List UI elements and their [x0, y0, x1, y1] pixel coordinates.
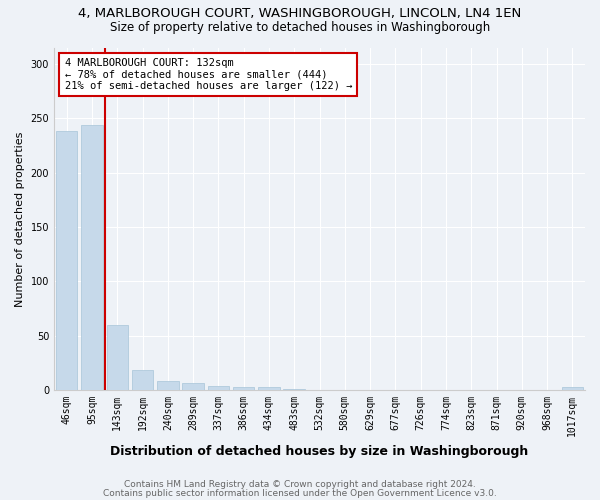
Text: 4 MARLBOROUGH COURT: 132sqm
← 78% of detached houses are smaller (444)
21% of se: 4 MARLBOROUGH COURT: 132sqm ← 78% of det… [65, 58, 352, 91]
X-axis label: Distribution of detached houses by size in Washingborough: Distribution of detached houses by size … [110, 444, 529, 458]
Bar [258, 387, 280, 390]
Y-axis label: Number of detached properties: Number of detached properties [15, 131, 25, 306]
Bar [81, 124, 103, 390]
Bar [157, 382, 179, 390]
Bar [107, 325, 128, 390]
Bar [56, 132, 77, 390]
Bar [283, 389, 305, 390]
Bar [182, 382, 204, 390]
Bar [562, 387, 583, 390]
Text: Size of property relative to detached houses in Washingborough: Size of property relative to detached ho… [110, 22, 490, 35]
Bar [132, 370, 153, 390]
Text: Contains public sector information licensed under the Open Government Licence v3: Contains public sector information licen… [103, 488, 497, 498]
Text: Contains HM Land Registry data © Crown copyright and database right 2024.: Contains HM Land Registry data © Crown c… [124, 480, 476, 489]
Bar [233, 387, 254, 390]
Bar [208, 386, 229, 390]
Text: 4, MARLBOROUGH COURT, WASHINGBOROUGH, LINCOLN, LN4 1EN: 4, MARLBOROUGH COURT, WASHINGBOROUGH, LI… [79, 8, 521, 20]
